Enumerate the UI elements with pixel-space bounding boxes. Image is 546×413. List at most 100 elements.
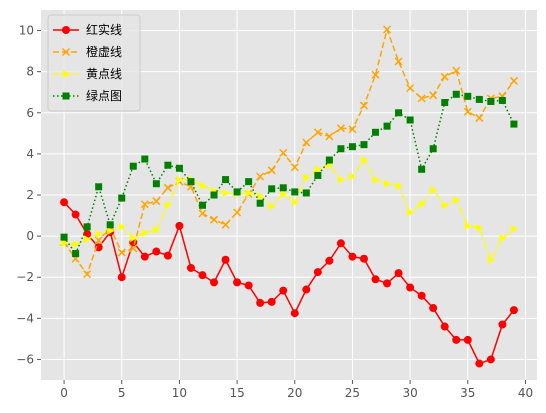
x-tick-label: 35	[460, 386, 475, 400]
data-point-square	[72, 250, 80, 258]
data-point-x	[233, 208, 242, 217]
data-point-x	[394, 57, 403, 66]
data-point-square	[360, 141, 368, 149]
data-point-circle	[175, 221, 184, 230]
data-point-circle	[186, 263, 195, 272]
data-point-triangle	[453, 196, 461, 205]
data-point-triangle	[487, 255, 495, 264]
data-point-x	[140, 200, 149, 209]
data-point-circle	[290, 309, 299, 318]
data-point-x	[429, 91, 438, 100]
data-point-triangle	[95, 230, 103, 239]
x-tick-label: 0	[60, 386, 68, 400]
data-point-circle	[486, 355, 495, 364]
y-tick-label: 6	[26, 106, 34, 120]
data-point-triangle	[349, 172, 357, 181]
data-point-square	[475, 95, 483, 103]
data-point-square	[245, 178, 253, 186]
series-line	[63, 201, 515, 365]
legend-label: 红实线	[86, 22, 122, 37]
series-3	[61, 156, 518, 264]
data-point-square	[337, 145, 345, 153]
data-point-x	[325, 132, 334, 141]
data-point-circle	[302, 285, 311, 294]
data-point-triangle	[395, 181, 403, 190]
data-point-square	[325, 156, 333, 164]
data-point-triangle	[464, 221, 472, 230]
data-point-x	[417, 94, 426, 103]
data-point-square	[302, 189, 310, 197]
data-point-x	[209, 215, 219, 224]
data-point-square	[418, 165, 426, 173]
y-tick-label: 4	[26, 147, 34, 161]
data-point-square	[429, 145, 437, 153]
data-point-triangle	[268, 202, 276, 211]
data-point-circle	[383, 279, 392, 288]
data-point-square	[198, 201, 206, 209]
data-point-circle	[62, 26, 70, 34]
data-point-triangle	[257, 192, 265, 201]
data-point-square	[279, 184, 287, 192]
data-point-triangle	[384, 179, 392, 188]
data-point-x	[348, 125, 357, 134]
data-point-square	[256, 199, 264, 207]
data-point-square	[118, 194, 126, 202]
data-point-circle	[244, 281, 253, 290]
x-tick-label: 30	[402, 386, 417, 400]
data-point-circle	[463, 335, 472, 344]
y-axis-ticks: −6 −4 −2 0 2 4 6 8 10	[16, 24, 41, 366]
data-point-triangle	[164, 201, 172, 210]
data-point-triangle	[63, 70, 70, 78]
y-tick-label: −4	[16, 311, 34, 325]
data-point-triangle	[107, 226, 115, 235]
data-point-square	[164, 161, 172, 169]
data-point-x	[129, 244, 138, 253]
data-point-square	[464, 92, 472, 100]
data-point-triangle	[280, 189, 288, 198]
data-point-x	[475, 113, 484, 122]
data-point-triangle	[118, 222, 126, 231]
series-4	[60, 90, 518, 258]
data-point-circle	[429, 304, 438, 313]
legend-label: 橙虚线	[86, 44, 122, 59]
data-point-triangle	[130, 234, 138, 243]
data-point-square	[83, 223, 91, 231]
data-point-circle	[256, 298, 265, 307]
data-point-circle	[325, 256, 334, 265]
x-tick-label: 15	[229, 386, 244, 400]
data-point-circle	[71, 210, 80, 219]
data-point-circle	[221, 255, 230, 264]
data-point-x	[267, 166, 276, 175]
data-point-triangle	[476, 223, 484, 232]
data-point-x	[371, 70, 380, 79]
data-point-triangle	[222, 188, 230, 197]
legend-item: 红实线	[53, 22, 122, 37]
legend-label: 黄点线	[86, 67, 122, 81]
data-point-triangle	[176, 175, 184, 184]
data-point-circle	[140, 252, 149, 261]
y-tick-label: 0	[26, 229, 34, 243]
data-point-square	[175, 164, 183, 172]
data-point-triangle	[510, 224, 518, 233]
data-point-triangle	[61, 239, 69, 248]
data-point-circle	[394, 269, 403, 278]
data-point-x	[279, 148, 288, 157]
data-point-square	[291, 188, 299, 196]
data-point-x	[406, 84, 415, 93]
data-point-square	[129, 162, 137, 170]
data-point-triangle	[360, 156, 368, 165]
data-point-square	[383, 122, 391, 130]
data-point-circle	[359, 254, 368, 263]
data-point-triangle	[430, 185, 438, 194]
x-axis-ticks: 0 5 10 15 20 25 30 35 40	[60, 380, 533, 400]
x-tick-label: 25	[345, 386, 360, 400]
y-tick-label: 8	[26, 65, 34, 79]
data-point-x	[440, 72, 449, 81]
data-point-x	[359, 101, 369, 110]
legend-box	[47, 14, 141, 112]
data-point-x	[336, 124, 345, 133]
data-point-circle	[152, 247, 161, 256]
series-line	[64, 158, 515, 262]
data-point-triangle	[72, 240, 80, 249]
